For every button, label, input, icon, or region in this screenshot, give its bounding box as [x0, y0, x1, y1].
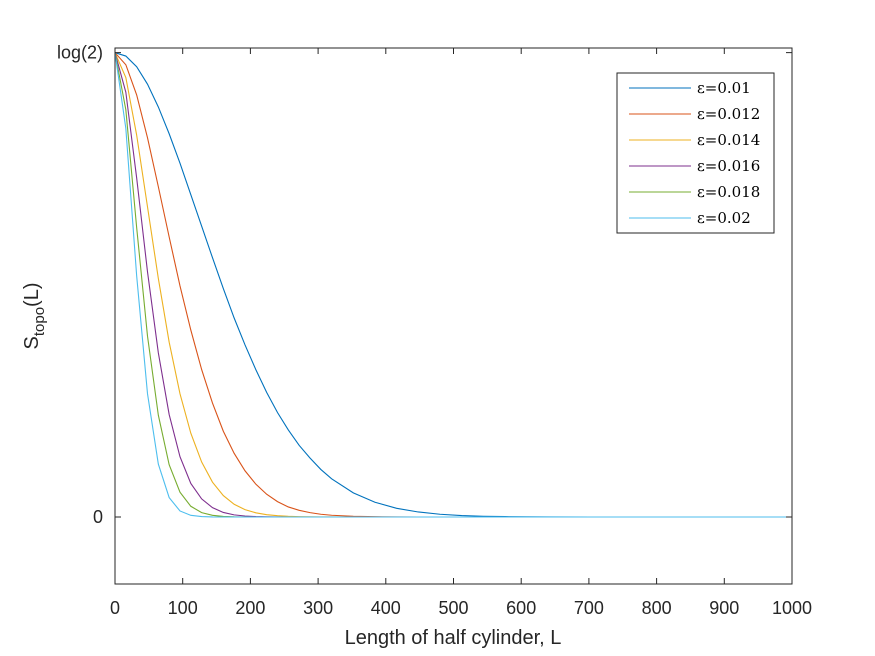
legend-entry-4: ε=0.016: [629, 157, 760, 175]
x-tick-label: 700: [574, 598, 604, 618]
legend: ε=0.01 ε=0.012 ε=0.014 ε=0.016 ε=0.018 ε=0.02: [616, 72, 775, 234]
y-axis-ticks: 0 log(2): [57, 43, 792, 527]
x-tick-label: 0: [110, 598, 120, 618]
x-axis-label: Length of half cylinder, L: [345, 627, 562, 649]
x-tick-label: 300: [303, 598, 333, 618]
y-tick-label: log(2): [57, 43, 103, 63]
y-axis-label-base: S: [21, 336, 43, 349]
x-tick-label: 600: [506, 598, 536, 618]
legend-items: ε=0.01 ε=0.012 ε=0.014 ε=0.016 ε=0.018 ε=0.02: [629, 79, 760, 227]
x-tick-label: 900: [709, 598, 739, 618]
y-axis-label-subscript: topo: [31, 307, 48, 336]
x-tick-label: 400: [371, 598, 401, 618]
x-tick-label: 500: [438, 598, 468, 618]
legend-label: ε=0.012: [697, 105, 760, 123]
y-axis-label: Stopo(L): [21, 283, 48, 350]
series-layer: [114, 52, 792, 518]
legend-entry-3: ε=0.014: [629, 131, 760, 149]
legend-entry-2: ε=0.012: [629, 105, 760, 123]
svg-text:Stopo(L): Stopo(L): [21, 283, 48, 350]
x-tick-label: 200: [235, 598, 265, 618]
y-axis-label-tail: (L): [21, 283, 43, 307]
legend-label: ε=0.016: [697, 157, 760, 175]
series-line-6: [114, 52, 792, 518]
legend-label: ε=0.018: [697, 183, 760, 201]
legend-label: ε=0.014: [697, 131, 760, 149]
legend-entry-6: ε=0.02: [629, 209, 751, 227]
x-axis-ticks: 0 100 200 300 400 500 600 700 800 900 1000: [110, 48, 812, 618]
x-tick-label: 1000: [772, 598, 812, 618]
y-tick-label: 0: [93, 507, 103, 527]
legend-entry-5: ε=0.018: [629, 183, 760, 201]
legend-box: [616, 72, 775, 234]
x-tick-label: 100: [168, 598, 198, 618]
legend-label: ε=0.02: [697, 209, 751, 227]
x-tick-label: 800: [642, 598, 672, 618]
legend-label: ε=0.01: [697, 79, 751, 97]
legend-entry-1: ε=0.01: [629, 79, 751, 97]
